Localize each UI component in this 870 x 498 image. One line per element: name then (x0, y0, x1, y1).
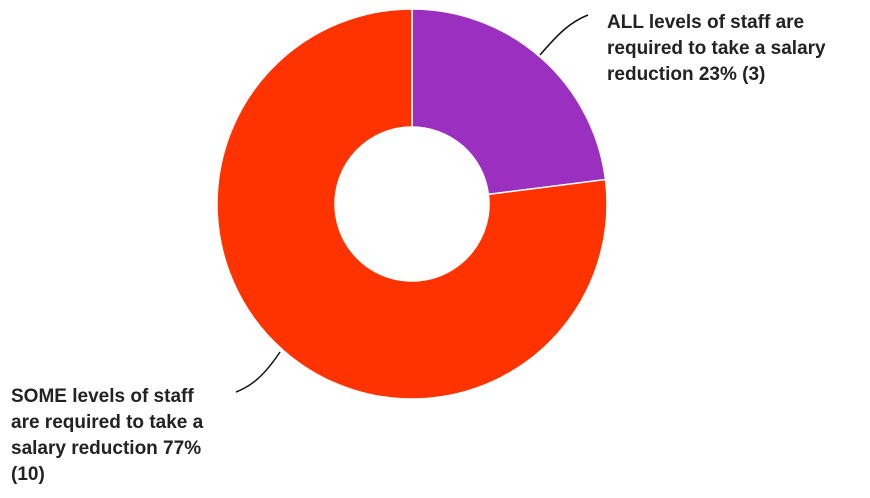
slice-label-some-line-2: are required to take a (11, 412, 204, 433)
slice-some-levels (216, 8, 608, 400)
slice-label-all-levels: ALL levels of staff are required to take… (607, 10, 826, 88)
slice-label-some-levels: SOME levels of staff are required to tak… (11, 384, 203, 488)
slice-label-all-line-2: required to take a salary (607, 38, 826, 59)
leader-line-all (539, 14, 589, 56)
slice-label-some-line-1: SOME levels of staff (11, 386, 194, 407)
slice-label-all-line-3: reduction 23% (3) (607, 64, 766, 85)
slice-label-some-line-4: (10) (11, 464, 45, 485)
slice-label-some-line-3: salary reduction 77% (11, 438, 202, 459)
slice-label-all-line-1: ALL levels of staff are (607, 12, 805, 33)
slice-all-levels (411, 8, 607, 196)
donut-slices (216, 8, 608, 400)
leader-line-some (235, 351, 281, 393)
